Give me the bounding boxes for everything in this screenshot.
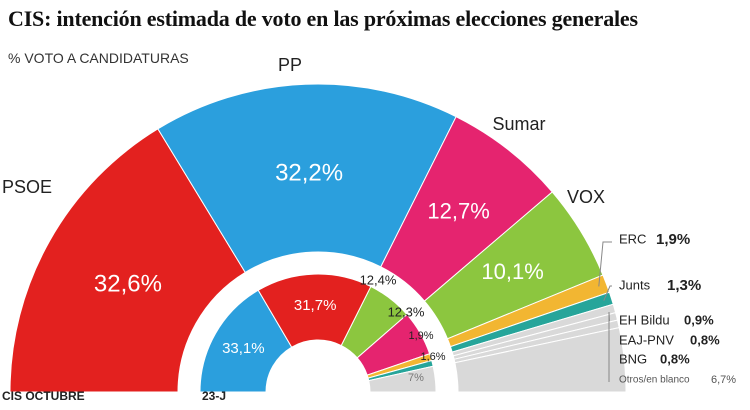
outer-slice-psoe [9, 128, 246, 393]
value-label-bng: 0,8% [660, 351, 690, 366]
value-label-otros-en-blanco: 6,7% [711, 374, 736, 386]
outer-value-label-psoe: 32,6% [94, 271, 162, 298]
outer-slice-otros-en-blanco [454, 327, 627, 393]
party-label-eh-bildu: EH Bildu [619, 312, 670, 327]
ring-caption-23j: 23-J [202, 389, 226, 403]
inner-value-label-pp: 33,1% [222, 340, 265, 357]
party-label-otros-en-blanco: Otros/en blanco [619, 375, 690, 386]
chart-labels: 32,6% 32,2% 12,7% 10,1% PSOE PP Sumar VOX ERC 1,9… [2, 55, 736, 403]
inner-slice-otros [368, 365, 437, 393]
value-label-eaj-pnv: 0,8% [690, 332, 720, 347]
inner-ring-23j [199, 273, 437, 393]
leader-lines [598, 241, 612, 382]
inner-value-label-sumar: 12,3% [388, 304, 425, 319]
outer-ring-cis-octubre [9, 83, 627, 393]
party-label-vox: VOX [567, 187, 605, 207]
outer-value-label-vox: 10,1% [481, 259, 543, 284]
chart-subtitle: % VOTO A CANDIDATURAS [8, 50, 189, 66]
outer-value-label-pp: 32,2% [275, 160, 343, 187]
party-label-pp: PP [278, 55, 302, 75]
chart-title: CIS: intención estimada de voto en las p… [8, 6, 638, 31]
ring-caption-cis-octubre: CIS OCTUBRE [2, 389, 85, 403]
party-label-junts: Junts [619, 277, 651, 292]
inner-value-label-vox: 12,4% [360, 272, 397, 287]
value-label-junts: 1,3% [667, 277, 701, 294]
inner-value-label-junts: 1,6% [420, 351, 445, 363]
inner-value-label-otros: 7% [408, 372, 424, 384]
party-label-psoe: PSOE [2, 177, 52, 197]
value-label-erc: 1,9% [656, 231, 690, 248]
party-label-sumar: Sumar [492, 114, 545, 134]
party-label-erc: ERC [619, 231, 646, 246]
inner-value-label-psoe: 31,7% [294, 297, 337, 314]
value-label-eh-bildu: 0,9% [684, 312, 714, 327]
inner-slice-pp [199, 289, 293, 393]
inner-value-label-erc: 1,9% [408, 330, 433, 342]
outer-slice-pp [157, 83, 457, 274]
leader-line-erc [598, 241, 612, 287]
leader-line-junts [603, 285, 612, 301]
party-label-bng: BNG [619, 351, 647, 366]
party-label-eaj-pnv: EAJ-PNV [619, 332, 674, 347]
outer-value-label-sumar: 12,7% [427, 198, 489, 223]
